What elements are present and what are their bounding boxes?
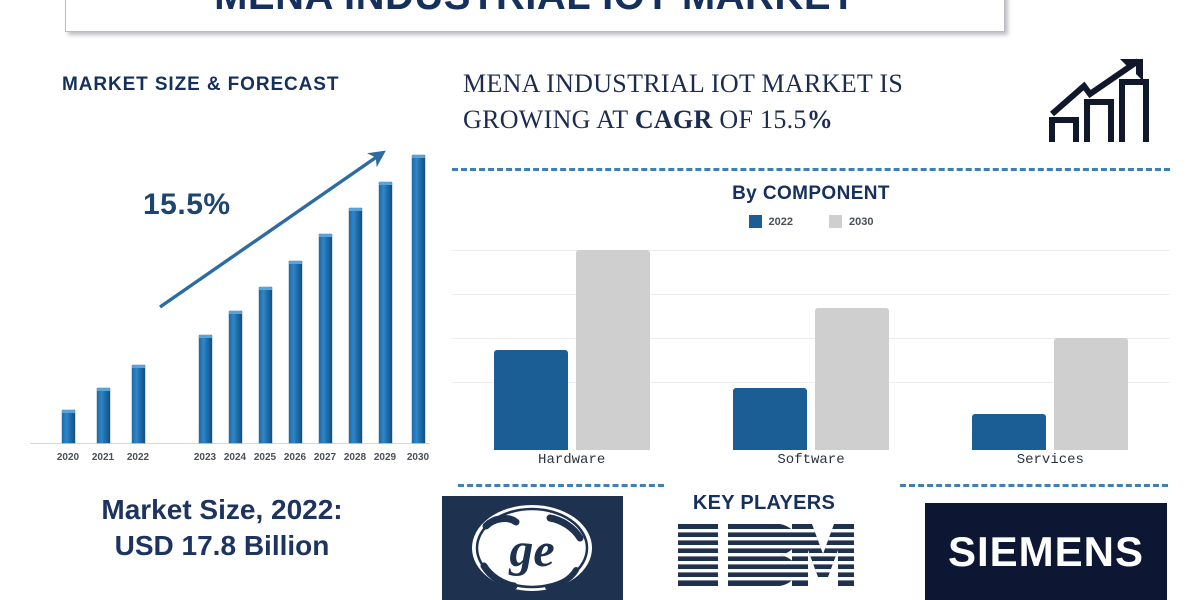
component-bar (1054, 338, 1129, 450)
legend-item-2030: 2030 (829, 215, 873, 228)
divider-bottom-left (458, 484, 664, 487)
cagr-headline: MENA INDUSTRIAL IOT MARKET IS GROWING AT… (463, 66, 1043, 138)
category-label: Software (777, 452, 845, 468)
divider-top (452, 168, 1170, 171)
ibm-logo (676, 518, 856, 592)
ge-monogram-icon: ge (468, 501, 596, 595)
forecast-bar (61, 410, 75, 443)
divider-bottom-right (900, 484, 1168, 487)
title-box (65, 0, 1005, 32)
legend-label-2030: 2030 (849, 215, 874, 228)
cagr-headline-cagr: CAGR (634, 105, 713, 134)
component-bar (972, 414, 1047, 450)
legend-swatch-2022 (748, 215, 762, 228)
forecast-bar (96, 388, 110, 443)
year-label: 2023 (193, 452, 217, 463)
forecast-bar (131, 365, 145, 443)
by-component-title: By COMPONENT (732, 183, 890, 204)
year-label: 2020 (56, 452, 80, 463)
gridline (452, 294, 1170, 295)
market-size-forecast-heading: MARKET SIZE & FORECAST (62, 74, 340, 95)
chart-baseline (30, 443, 430, 444)
forecast-bar (411, 155, 425, 443)
component-bar (493, 350, 568, 450)
component-bar (733, 388, 807, 450)
gridline (452, 382, 1170, 383)
gridline (452, 250, 1170, 251)
year-axis-labels: 2020 2021 2022 2023 2024 2025 2026 2027 2028 2029… (20, 452, 440, 468)
forecast-bar (378, 182, 392, 443)
year-label: 2024 (223, 452, 247, 463)
cagr-headline-line1: MENA INDUSTRIAL IOT MARKET IS (463, 69, 904, 98)
forecast-bar (198, 335, 212, 443)
cagr-headline-line2a: GROWING AT (463, 105, 635, 134)
year-label: 2021 (91, 452, 115, 463)
page-title: MENA INDUSTRIAL IOT MARKET (65, 0, 1005, 25)
forecast-bar (258, 287, 272, 443)
cagr-headline-line2b: OF 15.5 (712, 105, 807, 134)
year-label: 2022 (126, 452, 150, 463)
component-category-labels: Hardware Software Services (452, 452, 1170, 472)
category-label: Hardware (538, 452, 606, 468)
year-label: 2030 (406, 452, 430, 463)
by-component-chart (452, 240, 1170, 450)
forecast-bar (318, 234, 332, 443)
cagr-annotation: 15.5% (143, 188, 231, 221)
year-label: 2029 (373, 452, 397, 463)
year-label: 2027 (313, 452, 337, 463)
market-size-forecast-chart (20, 140, 440, 450)
forecast-bar (348, 208, 362, 443)
legend-swatch-2030 (829, 215, 842, 228)
ge-logo: ge (442, 496, 623, 600)
ibm-striped-logo-icon (678, 524, 854, 586)
legend-item-2022: 2022 (748, 215, 793, 228)
component-chart-legend: 2022 2030 (452, 215, 1170, 228)
svg-text:ge: ge (508, 524, 554, 577)
component-bar (575, 250, 650, 450)
key-players-label: KEY PLAYERS (692, 492, 836, 514)
siemens-logo: SIEMENS (925, 503, 1167, 600)
growth-bar-chart-icon (1049, 58, 1149, 142)
cagr-headline-percent: % (806, 105, 834, 134)
siemens-wordmark: SIEMENS (947, 527, 1145, 575)
market-size-callout: Market Size, 2022: USD 17.8 Billion (12, 492, 432, 564)
forecast-bar (228, 311, 242, 443)
legend-label-2022: 2022 (768, 215, 793, 228)
growth-arrow-icon (159, 150, 386, 309)
year-label: 2026 (283, 452, 307, 463)
forecast-bar (288, 261, 302, 443)
gridline (452, 338, 1170, 339)
market-size-line-1: Market Size, 2022: (101, 494, 343, 525)
market-size-line-2: USD 17.8 Billion (114, 530, 330, 561)
year-label: 2028 (343, 452, 367, 463)
component-bar (815, 308, 889, 450)
category-label: Services (1016, 452, 1084, 468)
year-label: 2025 (253, 452, 277, 463)
